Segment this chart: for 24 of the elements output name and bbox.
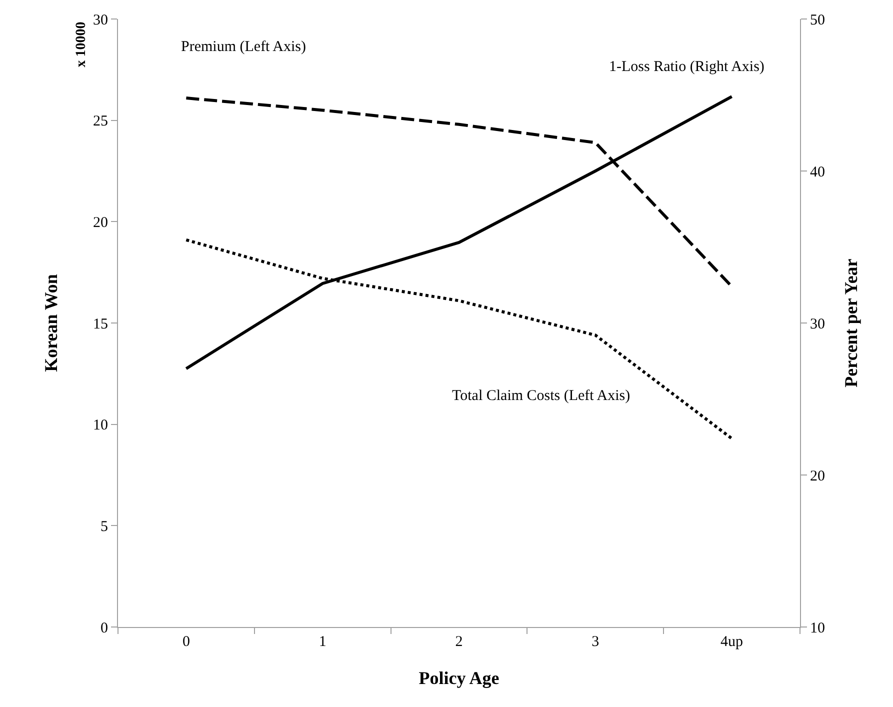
x-axis-title: Policy Age: [418, 668, 500, 688]
text: x 10000: [74, 22, 90, 68]
text: 1-Loss Ratio (Right Axis): [609, 59, 764, 75]
x-tick-label: 1: [318, 634, 326, 650]
y2-tick-label: 30: [810, 316, 825, 332]
series-label: Total Claim Costs (Left Axis): [452, 388, 630, 404]
y-tick-label: 20: [93, 214, 108, 231]
y-axis-title: Korean Won: [41, 274, 62, 372]
y2-tick-label: 20: [810, 468, 825, 484]
x-tick-label: 3: [592, 634, 600, 650]
y2-tick-label: 40: [810, 164, 825, 180]
x-tick-label: 2: [455, 634, 463, 650]
x-tick-label: 4up: [720, 634, 744, 650]
y-tick-label: 15: [93, 316, 108, 332]
y-tick-label: 30: [93, 12, 108, 28]
text: Premium (Left Axis): [181, 39, 306, 55]
y-tick-label: 10: [93, 418, 108, 434]
y-tick-label: 25: [93, 114, 108, 130]
y-tick-label: 5: [100, 518, 108, 535]
y2-tick-label: 10: [810, 620, 825, 636]
y2-tick-label: 50: [810, 12, 825, 28]
y-tick-label: 0: [100, 620, 108, 636]
y2-axis-title: Percent per Year: [841, 258, 862, 388]
x-tick-label: 0: [182, 634, 190, 650]
